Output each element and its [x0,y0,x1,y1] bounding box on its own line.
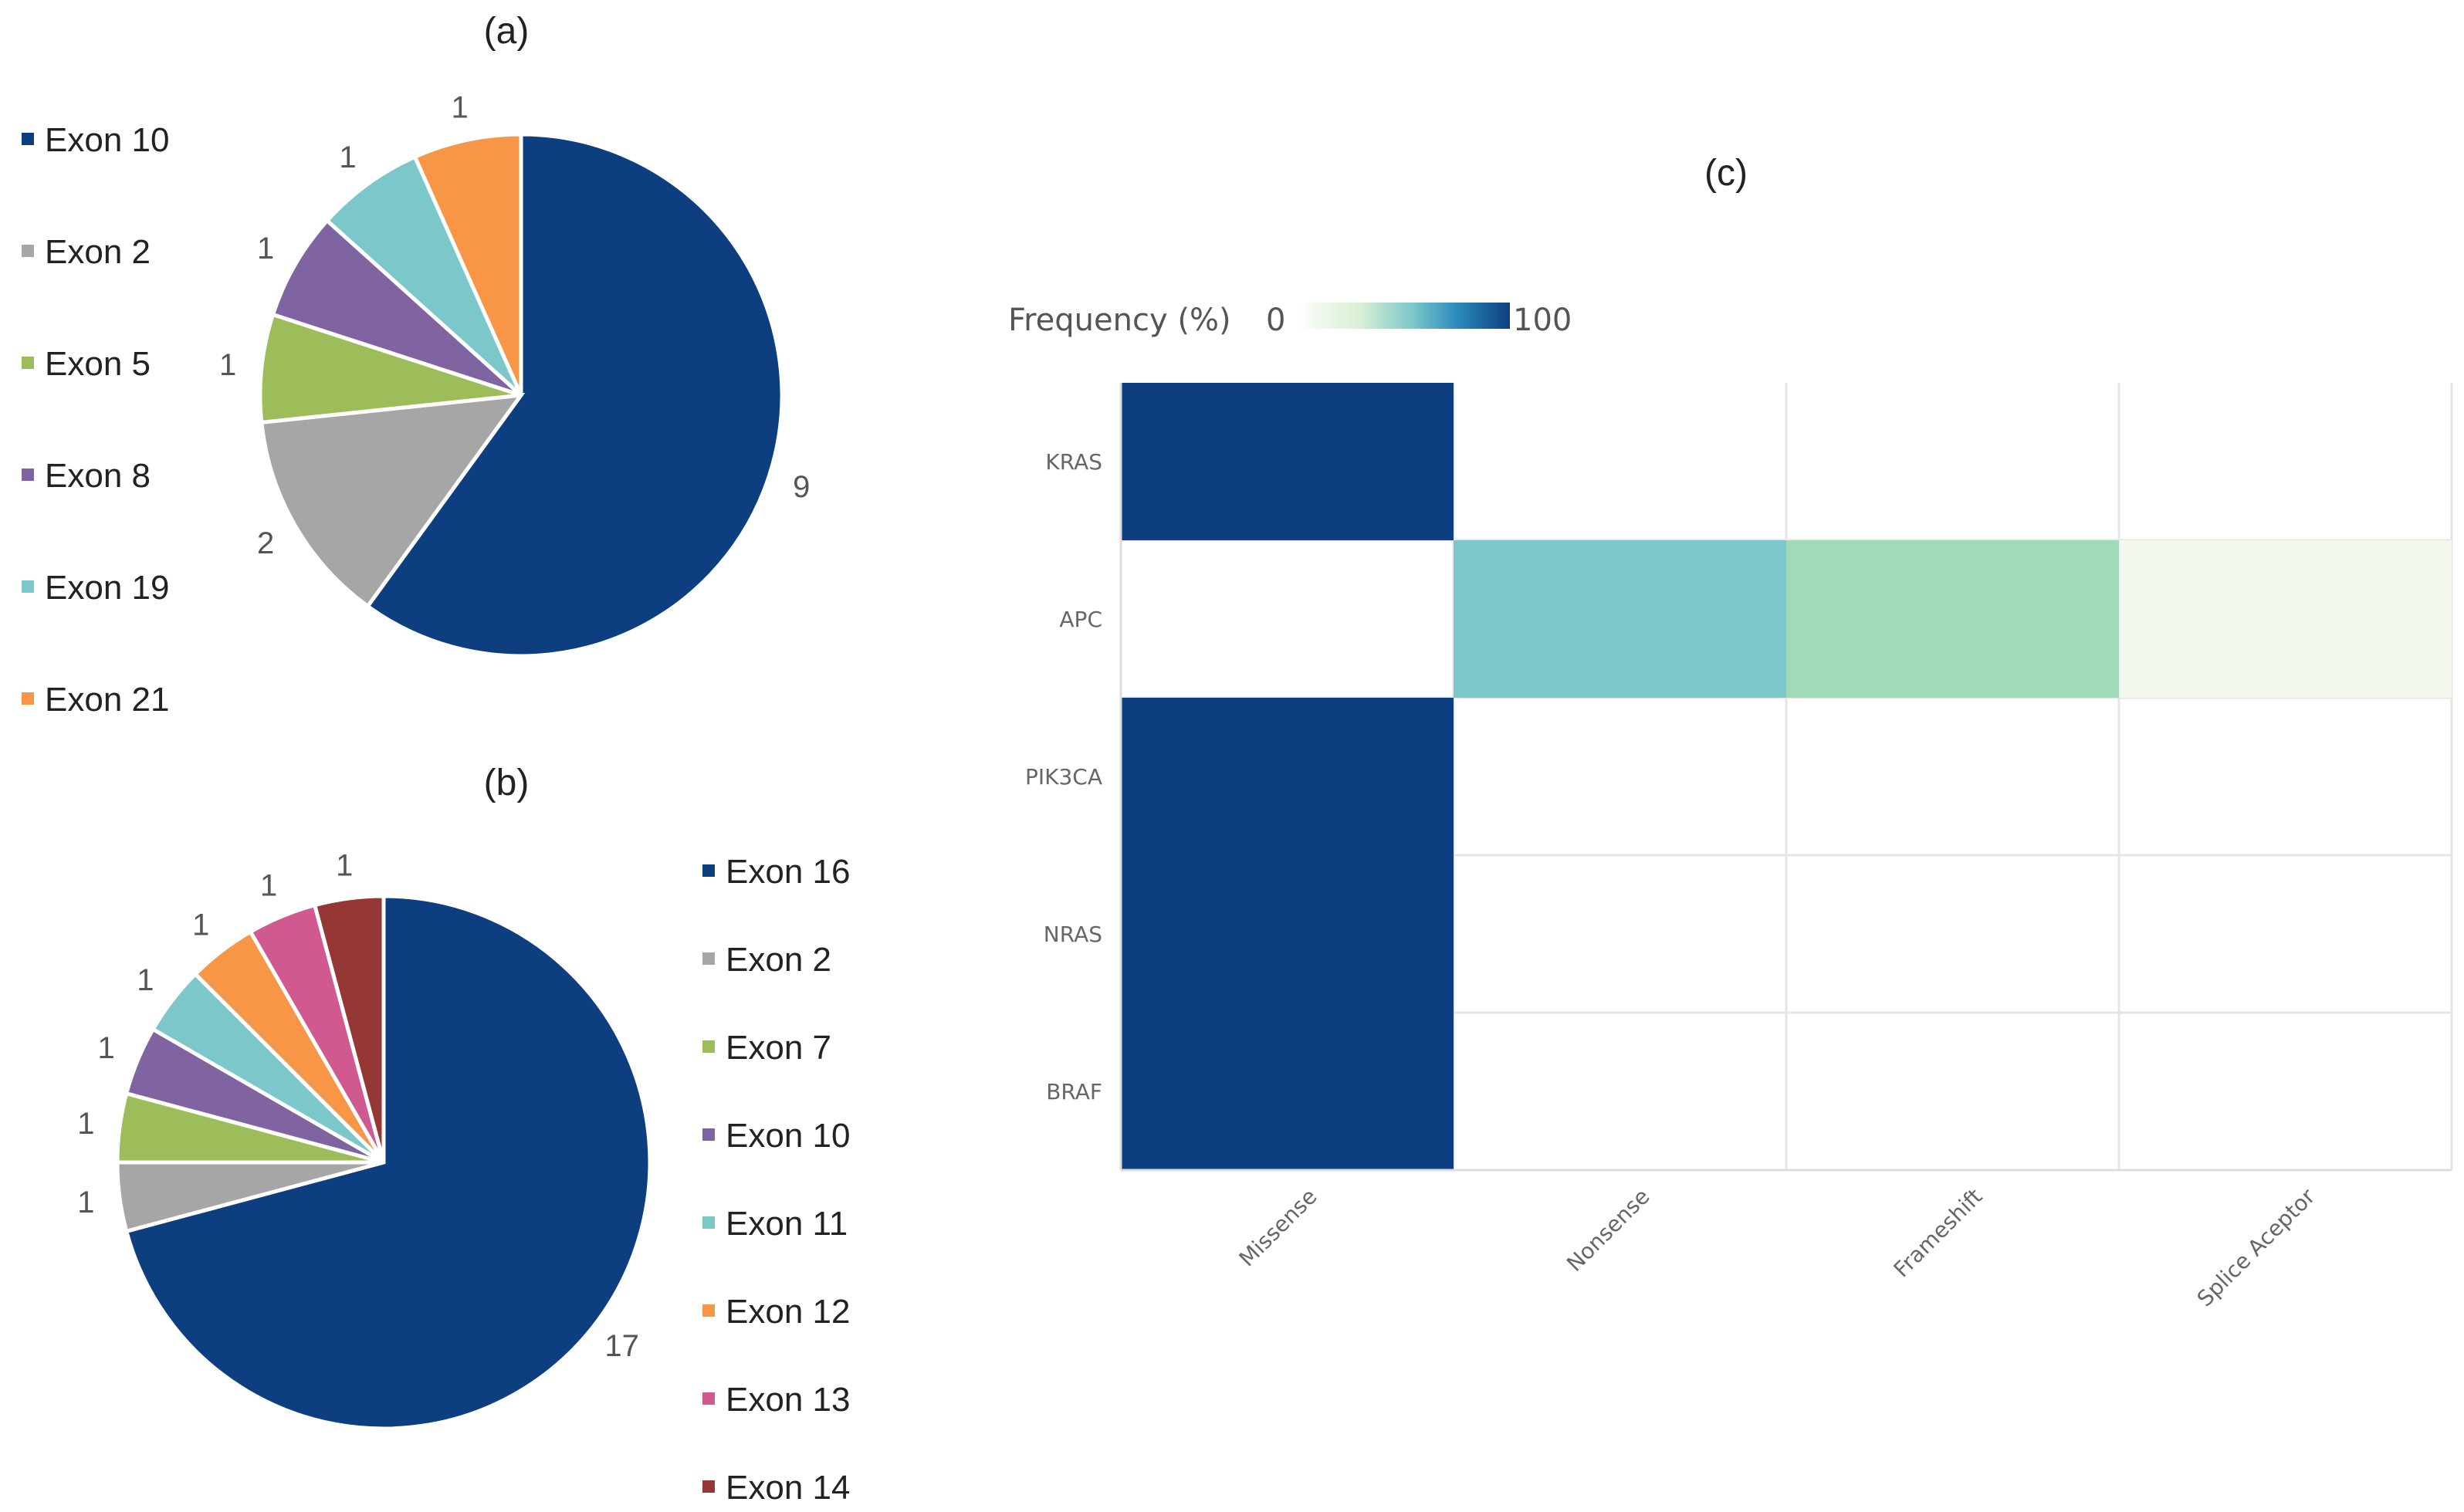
colorbar-max-label: 100 [1513,303,1572,338]
legend-swatch [702,1392,715,1405]
slice-value-label: 9 [793,470,810,504]
slice-value-label: 1 [339,140,356,174]
legend-entry: Exon 13 [726,1381,850,1419]
panel-a-title: (a) [484,11,530,52]
panel-b-title: (b) [484,763,530,803]
colorbar: Frequency (%) 0 100 [1008,303,1572,338]
slice-value-label: 1 [97,1031,114,1065]
legend-entry: Exon 2 [45,233,151,271]
pie-slice [324,154,523,397]
legend-swatch [22,133,34,145]
column-label: Splice Aceptor [2192,1183,2320,1311]
row-label: BRAF [1046,1079,1102,1104]
legend-entry: Exon 11 [726,1205,848,1243]
slice-value-label: 1 [257,232,274,266]
legend-entry: Exon 5 [45,345,151,383]
pie-slice [364,132,784,658]
legend-swatch [22,245,34,257]
pie-slice [270,218,523,397]
legend-swatch [702,864,715,877]
legend-swatch [702,1128,715,1141]
legend-entry: Exon 10 [726,1117,850,1155]
slice-value-label: 17 [604,1329,639,1363]
row-label: KRAS [1045,449,1102,475]
heatmap-cell [1121,698,1454,855]
column-label: Nonsense [1562,1184,1654,1277]
slice-value-label: 1 [77,1107,94,1141]
heatmap-cell [1786,540,2119,698]
pie-slice [259,392,526,609]
heatmap-cell [1454,540,1786,698]
slice-value-label: 1 [260,869,277,903]
slice-value-label: 1 [192,908,209,942]
legend-swatch [702,1304,715,1317]
legend-swatch [22,692,34,705]
heatmap: KRAS APC PIK3CA NRAS BRAF Missense Nonsense Fra… [1025,383,2453,1311]
heatmap-cell [1121,383,1454,540]
legend-swatch [702,1040,715,1053]
legend-a: Exon 10 Exon 2 Exon 5 Exon 8 Exon 19 Exon 21 [22,121,169,719]
slice-value-label: 2 [257,526,274,560]
slice-value-label: 1 [451,90,468,124]
legend-b: Exon 16 Exon 2 Exon 7 Exon 10 Exon 11 Exon 1… [702,853,850,1507]
legend-swatch [22,580,34,593]
legend-swatch [702,952,715,965]
legend-swatch [702,1216,715,1229]
legend-entry: Exon 21 [45,681,169,719]
row-label: NRAS [1044,922,1102,947]
pie-slice [124,894,652,1431]
colorbar-gradient [1295,303,1510,329]
pie-slice [412,132,523,397]
column-label: Missense [1234,1184,1322,1272]
column-label: Frameshift [1889,1184,1988,1283]
legend-entry: Exon 10 [45,121,169,159]
legend-swatch [22,468,34,481]
slice-value-label: 1 [336,848,353,882]
legend-entry: Exon 12 [726,1293,850,1331]
row-label: APC [1059,607,1102,632]
pie-chart-a: 9 2 1 1 1 1 [219,90,810,658]
legend-swatch [22,357,34,369]
legend-entry: Exon 16 [726,853,850,891]
heatmap-cell [1121,1013,1454,1170]
pie-slice [258,312,522,425]
legend-entry: Exon 8 [45,457,151,495]
slice-value-label: 1 [219,348,236,382]
colorbar-min-label: 0 [1266,303,1285,338]
legend-entry: Exon 14 [726,1469,850,1507]
legend-entry: Exon 7 [726,1029,831,1067]
legend-entry: Exon 19 [45,569,169,607]
colorbar-label: Frequency (%) [1008,303,1231,338]
panel-c-title: (c) [1704,153,1748,194]
row-label: PIK3CA [1025,764,1102,790]
legend-swatch [702,1480,715,1493]
heatmap-cell [2119,540,2452,698]
pie-slice [312,894,386,1163]
slice-value-label: 1 [77,1186,94,1219]
slice-value-label: 1 [137,963,154,997]
heatmap-cell [1121,855,1454,1013]
legend-entry: Exon 2 [726,941,831,979]
